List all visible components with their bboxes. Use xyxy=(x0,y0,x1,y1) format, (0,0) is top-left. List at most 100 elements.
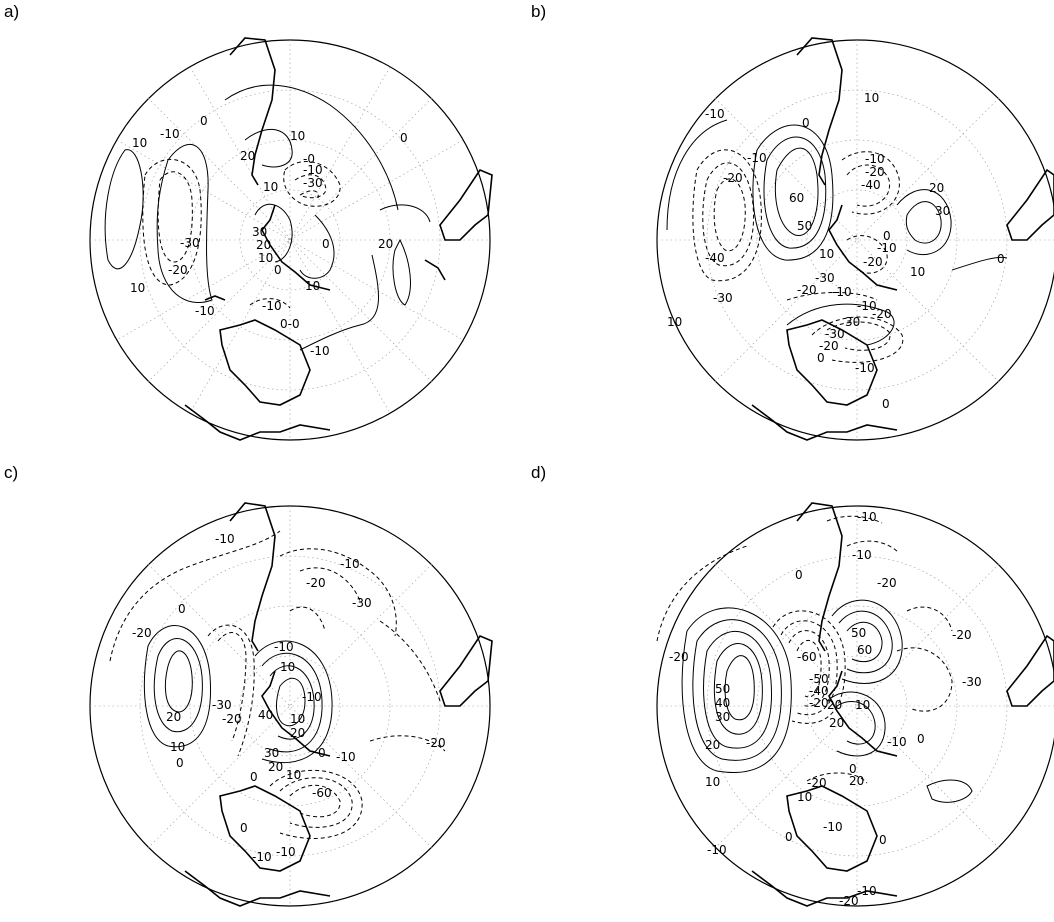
contour-label: -20 xyxy=(132,626,152,640)
contour-label: 0 xyxy=(882,397,890,411)
contour-label: 20 xyxy=(166,710,181,724)
contour-label: -30 xyxy=(352,596,372,610)
contour-label: 0 xyxy=(997,252,1005,266)
contour-label: 10 xyxy=(864,91,879,105)
contour-label: 0 xyxy=(785,830,793,844)
contour-label: -20 xyxy=(306,576,326,590)
contour-label: 0 xyxy=(795,568,803,582)
contour-label: -10 xyxy=(340,557,360,571)
map-c: -10 -10 -20 -30 -20 0 20 10 0 -30 -20 -1… xyxy=(89,502,493,907)
contour-label: 0 xyxy=(240,821,248,835)
contours-solid xyxy=(143,625,333,763)
contour-label: 30 xyxy=(935,204,950,218)
contours-solid xyxy=(104,84,431,351)
contour-label: -10 xyxy=(852,548,872,562)
contour-label: 10 xyxy=(290,712,305,726)
contour-label: -20 xyxy=(865,165,885,179)
contour-label: 10 xyxy=(130,281,145,295)
contour-label: -10 xyxy=(215,532,235,546)
contour-label: -10 xyxy=(276,845,296,859)
contour-label: -20 xyxy=(426,736,446,750)
contour-label: 10 xyxy=(280,660,295,674)
contour-label: -10 xyxy=(160,127,180,141)
coastlines xyxy=(184,37,493,441)
contour-label: -10 xyxy=(252,850,272,864)
contours-dashed xyxy=(656,515,953,784)
contour-label: -30 xyxy=(212,698,232,712)
contours-dashed xyxy=(692,149,904,363)
contour-label: 10 xyxy=(286,768,301,782)
contour-label: 10 xyxy=(705,775,720,789)
contour-label: -10 xyxy=(195,304,215,318)
contour-label: -20 xyxy=(839,894,859,908)
panel-a: a) xyxy=(0,0,527,461)
contour-label: -20 xyxy=(863,255,883,269)
contour-labels: -10 -10 0 -20 -20 -60 -50 -40 -20 50 60 … xyxy=(669,510,982,908)
contour-label: 20 xyxy=(378,237,393,251)
panel-label: a) xyxy=(4,2,20,21)
contour-label: 0 xyxy=(176,756,184,770)
contour-label: 0 xyxy=(400,131,408,145)
contour-label: -30 xyxy=(825,327,845,341)
contour-label: -30 xyxy=(303,176,323,190)
graticule xyxy=(90,506,490,906)
contour-label: 0 xyxy=(250,770,258,784)
contour-label: -20 xyxy=(168,263,188,277)
contour-label: -10 xyxy=(336,750,356,764)
map-a: 10 10 -10 0 -30 -20 10 -10 20 10 -0 -10 … xyxy=(89,37,493,441)
panel-c: c) xyxy=(0,461,527,922)
contour-label: -30 xyxy=(815,271,835,285)
contour-label: 0 xyxy=(274,263,282,277)
contour-label: 50 xyxy=(851,626,866,640)
contour-label: -10 xyxy=(823,820,843,834)
contour-label: -10 xyxy=(310,344,330,358)
contour-label: -10 xyxy=(302,690,322,704)
coastlines xyxy=(751,502,1054,907)
contour-label: 20 xyxy=(829,716,844,730)
contour-label: 10 xyxy=(819,247,834,261)
contour-label: 20 xyxy=(290,726,305,740)
contour-label: 10 xyxy=(797,790,812,804)
contour-label: 0-0 xyxy=(280,317,300,331)
contours-solid xyxy=(666,119,1008,346)
panel-b: b) xyxy=(527,0,1054,461)
contour-label: -20 xyxy=(872,307,892,321)
contour-label: -10 xyxy=(857,510,877,524)
contours-dashed xyxy=(109,530,446,839)
panel-label: c) xyxy=(4,463,19,482)
map-d: -10 -10 0 -20 -20 -60 -50 -40 -20 50 60 … xyxy=(656,502,1054,908)
contour-label: -10 xyxy=(877,241,897,255)
contour-label: -20 xyxy=(669,650,689,664)
contour-label: 0 xyxy=(879,833,887,847)
contour-label: 40 xyxy=(258,708,273,722)
contour-label: -20 xyxy=(877,576,897,590)
contour-label: -30 xyxy=(962,675,982,689)
contour-label: 10 xyxy=(263,180,278,194)
contour-label: 30 xyxy=(715,710,730,724)
contour-label: 0 xyxy=(200,114,208,128)
contour-label: 10 xyxy=(667,315,682,329)
contour-label: -10 xyxy=(857,299,877,313)
contour-label: -30 xyxy=(180,236,200,250)
contour-label: 10 xyxy=(170,740,185,754)
contour-label: -60 xyxy=(312,786,332,800)
contour-label: 30 xyxy=(252,225,267,239)
contours-solid xyxy=(681,599,973,803)
contour-label: 50 xyxy=(797,219,812,233)
graticule xyxy=(657,506,1054,906)
contour-label: -10 xyxy=(857,884,877,898)
contour-label: 20 xyxy=(705,738,720,752)
contours-dashed xyxy=(142,158,341,309)
contour-label: 10 xyxy=(258,251,273,265)
panel-label: b) xyxy=(531,2,547,21)
contour-label: 40 xyxy=(715,696,730,710)
panel-d: d) xyxy=(527,461,1054,922)
contour-label: 0 xyxy=(178,602,186,616)
contour-label: 0 xyxy=(802,116,810,130)
contour-labels: -10 0 10 -10 -20 -40 -30 10 60 50 10 -10… xyxy=(667,91,1005,411)
contour-label: -40 xyxy=(705,251,725,265)
contour-label: 0 xyxy=(318,746,326,760)
contour-label: -20 xyxy=(797,283,817,297)
contour-label: 0 xyxy=(322,237,330,251)
contour-label: -40 xyxy=(861,178,881,192)
